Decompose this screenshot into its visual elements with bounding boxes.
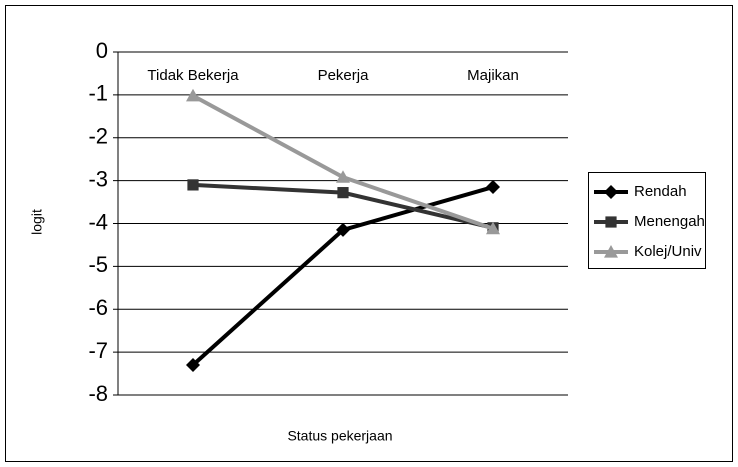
marker (336, 222, 350, 237)
x-axis-label: Status pekerjaan (287, 428, 392, 444)
marker (336, 170, 350, 183)
y-tick-label: 0 (96, 38, 108, 63)
legend-label: Rendah (634, 183, 687, 200)
x-tick-label: Majikan (467, 67, 519, 84)
legend-marker (605, 216, 617, 228)
marker (186, 357, 200, 372)
legend-marker (604, 185, 618, 199)
marker (486, 221, 500, 235)
y-tick-label: -2 (88, 124, 108, 149)
y-tick-label: -4 (88, 209, 108, 234)
marker (187, 179, 199, 191)
y-tick-label: -7 (88, 338, 108, 363)
marker (186, 88, 200, 102)
x-tick-label: Pekerja (318, 67, 370, 84)
marker (337, 187, 349, 199)
legend-label: Kolej/Univ (634, 243, 702, 260)
legend-marker (604, 245, 618, 258)
y-tick-label: -8 (88, 381, 108, 406)
y-tick-label: -6 (88, 295, 108, 320)
x-tick-label: Tidak Bekerja (147, 67, 239, 84)
y-tick-label: -3 (88, 166, 108, 191)
legend-label: Menengah (634, 213, 705, 230)
y-tick-label: -5 (88, 252, 108, 277)
marker (486, 180, 500, 195)
y-tick-label: -1 (88, 81, 108, 106)
y-axis-label: logit (29, 209, 45, 235)
